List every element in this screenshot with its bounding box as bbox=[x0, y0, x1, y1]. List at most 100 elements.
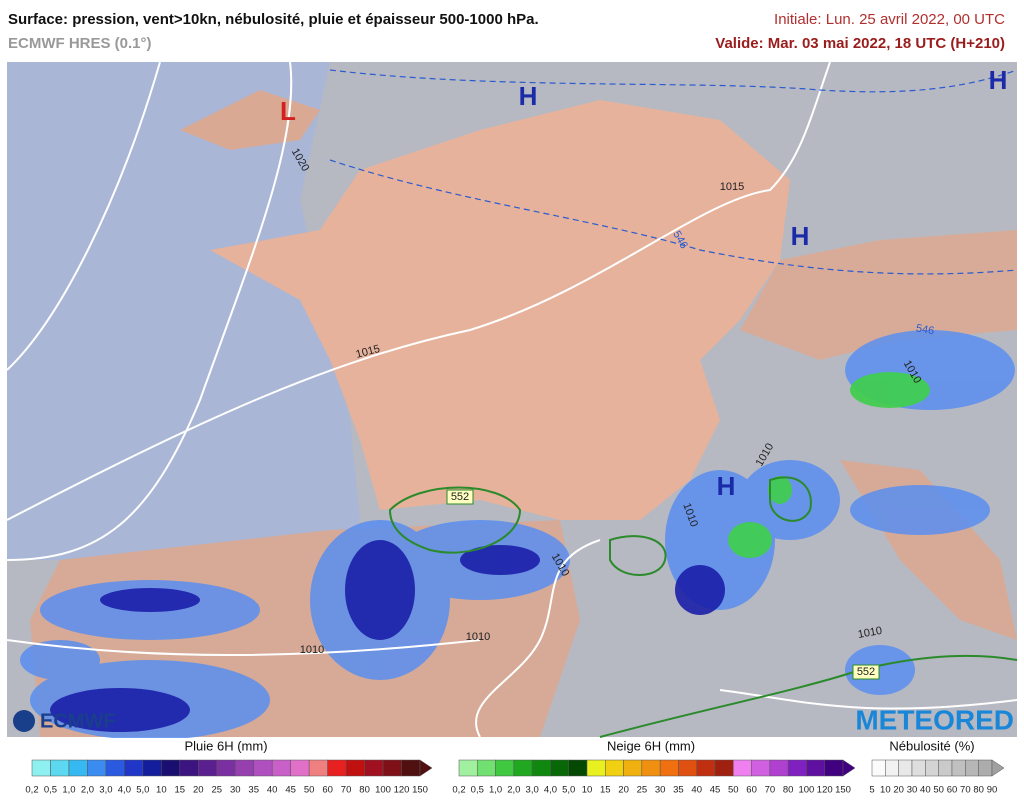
legend-swatch bbox=[787, 759, 807, 777]
legend-swatch bbox=[871, 759, 886, 777]
map-title: Surface: pression, vent>10kn, nébulosité… bbox=[8, 11, 539, 28]
valid-time: Valide: Mar. 03 mai 2022, 18 UTC (H+210) bbox=[715, 35, 1005, 52]
legend-swatch bbox=[623, 759, 643, 777]
logo-icon bbox=[13, 710, 35, 732]
legend-swatch bbox=[161, 759, 181, 777]
legend-tick-label: 45 bbox=[285, 785, 296, 796]
map bbox=[6, 61, 1018, 740]
legend-tick-label: 90 bbox=[987, 785, 998, 796]
pressure-center: H bbox=[519, 81, 538, 111]
legend-swatch bbox=[234, 759, 254, 777]
heavy-rain-area bbox=[50, 540, 725, 732]
isobar-label: 1015 bbox=[720, 181, 744, 193]
land bbox=[210, 100, 790, 520]
legend-swatch bbox=[198, 759, 218, 777]
pressure-center: H bbox=[791, 221, 810, 251]
pressure-center: H bbox=[717, 471, 736, 501]
legend-tick-label: 30 bbox=[907, 785, 918, 796]
initial-time: Initiale: Lun. 25 avril 2022, 00 UTC bbox=[774, 11, 1005, 28]
legend-swatch bbox=[477, 759, 496, 777]
legend-tick-label: 120 bbox=[817, 785, 833, 796]
legend-swatch bbox=[769, 759, 789, 777]
legend-swatch bbox=[50, 759, 70, 777]
legend-swatch bbox=[401, 759, 421, 777]
legend-tick-label: 70 bbox=[960, 785, 971, 796]
legend-swatch bbox=[550, 759, 569, 777]
legend-tick-label: 35 bbox=[673, 785, 684, 796]
legend-title: Nébulosité (%) bbox=[889, 738, 974, 753]
legend-arrow bbox=[991, 759, 1005, 777]
legend-tick-label: 40 bbox=[920, 785, 931, 796]
legend-tick-label: 80 bbox=[783, 785, 794, 796]
legend-tick-label: 20 bbox=[893, 785, 904, 796]
sea-area bbox=[7, 62, 360, 560]
legend-tick-label: 45 bbox=[710, 785, 721, 796]
legend-swatch bbox=[714, 759, 734, 777]
legend-tick-label: 25 bbox=[637, 785, 648, 796]
legend-tick-label: 25 bbox=[211, 785, 222, 796]
legend-tick-label: 30 bbox=[230, 785, 241, 796]
legend-tick-label: 120 bbox=[394, 785, 410, 796]
legend-swatch bbox=[951, 759, 966, 777]
legend-swatch bbox=[568, 759, 588, 777]
legend-swatch bbox=[345, 759, 365, 777]
legend-tick-label: 70 bbox=[341, 785, 352, 796]
legend-tick-label: 60 bbox=[746, 785, 757, 796]
legend-swatch bbox=[806, 759, 825, 777]
legend-tick-label: 5,0 bbox=[136, 785, 149, 796]
legend-swatch bbox=[216, 759, 236, 777]
legend-swatch bbox=[885, 759, 899, 777]
legend-swatch bbox=[925, 759, 939, 777]
legend-swatch bbox=[678, 759, 697, 777]
legend-swatch bbox=[364, 759, 384, 777]
legend-swatch bbox=[696, 759, 716, 777]
legend-swatch bbox=[938, 759, 953, 777]
legend-tick-label: 10 bbox=[880, 785, 891, 796]
legend-swatch bbox=[824, 759, 844, 777]
thickness-lines bbox=[329, 69, 1018, 275]
thickness-box bbox=[446, 489, 474, 505]
legend-swatch bbox=[605, 759, 624, 777]
thickness-box bbox=[852, 664, 880, 680]
legend-tick-label: 70 bbox=[765, 785, 776, 796]
ecmwf-logo: ECMWF bbox=[40, 710, 116, 732]
legend-swatch bbox=[751, 759, 771, 777]
legend-swatch bbox=[68, 759, 88, 777]
isobar-label: 1010 bbox=[466, 631, 490, 643]
legend-swatch bbox=[327, 759, 347, 777]
legend-swatch bbox=[382, 759, 402, 777]
legend-swatch bbox=[733, 759, 752, 777]
legend-tick-label: 60 bbox=[322, 785, 333, 796]
land bbox=[740, 230, 1017, 360]
legend-tick-label: 80 bbox=[359, 785, 370, 796]
legend-tick-label: 150 bbox=[835, 785, 851, 796]
legend-swatch bbox=[495, 759, 515, 777]
legend-tick-label: 0,5 bbox=[44, 785, 57, 796]
legend-swatch bbox=[142, 759, 162, 777]
legend-tick-label: 20 bbox=[618, 785, 629, 796]
legend-swatch bbox=[290, 759, 310, 777]
legend-swatch bbox=[179, 759, 199, 777]
legend-swatch bbox=[898, 759, 913, 777]
legend-tick-label: 0,5 bbox=[471, 785, 484, 796]
pressure-center: L bbox=[280, 96, 296, 126]
legend-swatch bbox=[965, 759, 979, 777]
legend-tick-label: 4,0 bbox=[544, 785, 557, 796]
legend-tick-label: 15 bbox=[600, 785, 611, 796]
legend-tick-label: 0,2 bbox=[452, 785, 465, 796]
isobar-label: 1010 bbox=[857, 625, 883, 641]
legend-swatch bbox=[458, 759, 478, 777]
isobar-label: 1010 bbox=[300, 644, 324, 656]
legend-tick-label: 50 bbox=[304, 785, 315, 796]
legend-tick-label: 3,0 bbox=[526, 785, 539, 796]
meteored-logo: METEORED bbox=[855, 704, 1014, 735]
legend-tick-label: 5 bbox=[869, 785, 874, 796]
legend-tick-label: 1,0 bbox=[62, 785, 75, 796]
legend-swatch bbox=[253, 759, 273, 777]
legend-swatch bbox=[271, 759, 291, 777]
thickness-label: 552 bbox=[451, 491, 469, 503]
legend-swatch bbox=[308, 759, 328, 777]
model-name: ECMWF HRES (0.1°) bbox=[8, 35, 152, 52]
legend-swatch bbox=[978, 759, 993, 777]
